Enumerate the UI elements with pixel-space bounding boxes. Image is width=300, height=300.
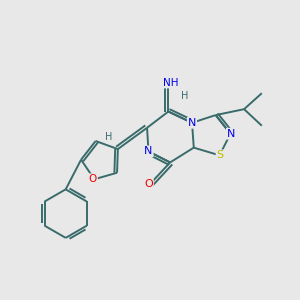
Text: H: H (105, 132, 113, 142)
Text: S: S (217, 150, 224, 160)
Text: N: N (144, 146, 153, 157)
Text: O: O (144, 179, 153, 189)
Text: NH: NH (163, 77, 178, 88)
Text: O: O (89, 174, 97, 184)
Text: N: N (227, 129, 235, 139)
Text: H: H (181, 91, 188, 101)
Text: N: N (188, 118, 196, 128)
